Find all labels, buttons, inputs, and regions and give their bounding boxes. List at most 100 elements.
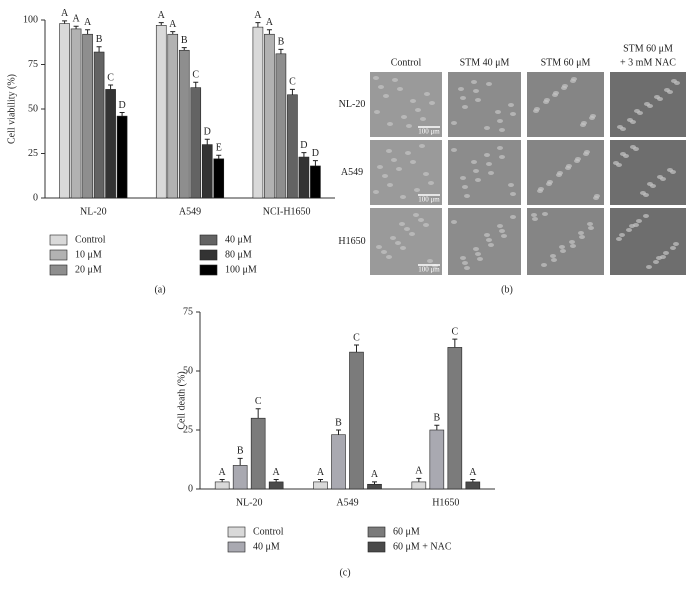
micrograph	[370, 140, 442, 205]
cell	[541, 263, 547, 267]
significance-letter: A	[158, 10, 166, 21]
x-tick-label: NL-20	[236, 497, 263, 508]
cell	[616, 237, 622, 241]
bar	[167, 33, 179, 199]
cell	[616, 163, 622, 167]
y-tick-label: 50	[183, 365, 193, 376]
cell	[620, 127, 626, 131]
significance-letter: A	[84, 17, 92, 28]
cell	[637, 111, 643, 115]
cell	[501, 234, 507, 238]
cell	[531, 213, 537, 217]
bar	[82, 33, 93, 199]
cell	[396, 167, 402, 171]
legend-label: 40 μM	[225, 234, 252, 245]
cell	[643, 193, 649, 197]
cell	[497, 119, 503, 123]
bar	[93, 51, 105, 199]
cell	[626, 228, 632, 232]
legend-swatch	[227, 541, 246, 553]
legend-label: 100 μM	[225, 264, 257, 275]
error-bar	[216, 154, 222, 159]
error-bar	[372, 481, 377, 485]
cell	[423, 223, 429, 227]
cell	[410, 160, 416, 164]
micrograph	[448, 208, 521, 275]
cell	[458, 87, 464, 91]
cell	[583, 152, 589, 156]
cell	[475, 252, 481, 256]
bar	[250, 417, 266, 490]
legend-label: 40 μM	[253, 541, 280, 552]
significance-letter: A	[273, 467, 281, 478]
column-header: STM 40 μM	[460, 57, 510, 68]
cell	[588, 226, 594, 230]
significance-letter: D	[118, 100, 125, 111]
cell	[477, 257, 483, 261]
bar	[70, 28, 82, 199]
scale-bar-label: 100 μm	[418, 128, 440, 136]
panel-label: (c)	[339, 567, 350, 578]
significance-letter: C	[192, 70, 199, 81]
scale-bar-label: 100 μm	[418, 196, 440, 204]
significance-letter: C	[353, 332, 360, 343]
error-bar	[470, 479, 476, 482]
x-tick-label: H1650	[432, 497, 459, 508]
cell	[488, 243, 494, 247]
cell	[537, 189, 543, 193]
error-bar	[289, 88, 295, 95]
cell	[533, 109, 539, 113]
cell	[657, 97, 663, 101]
row-label: NL-20	[339, 99, 366, 110]
error-bar	[181, 47, 187, 51]
cell	[543, 100, 549, 104]
error-bar	[273, 479, 279, 482]
legend-label: 60 μM	[393, 526, 420, 537]
scale-bar-label: 100 μm	[418, 266, 440, 274]
cell	[462, 185, 468, 189]
bar	[331, 434, 346, 490]
error-bar	[255, 22, 261, 28]
legend-label: 10 μM	[75, 249, 102, 260]
micrograph	[370, 72, 442, 137]
micrograph	[527, 72, 604, 137]
cell	[484, 233, 490, 237]
cell	[484, 153, 490, 157]
cell	[484, 126, 490, 130]
cell	[382, 174, 388, 178]
bar	[252, 26, 264, 199]
significance-letter: A	[72, 14, 80, 25]
bar	[264, 33, 275, 199]
bar	[105, 89, 116, 199]
cell	[497, 224, 503, 228]
legend-label: 60 μM + NAC	[393, 541, 452, 552]
cell	[404, 227, 410, 231]
micrograph	[370, 208, 442, 275]
error-bar	[255, 408, 261, 419]
error-bar	[452, 338, 458, 348]
error-bar	[85, 29, 91, 35]
significance-letter: D	[204, 127, 211, 138]
y-tick-label: 75	[28, 59, 38, 70]
column-header: STM 60 μM	[541, 57, 591, 68]
cell	[460, 256, 466, 260]
cell	[587, 222, 593, 226]
cell	[475, 178, 481, 182]
micrograph	[448, 140, 521, 205]
error-bar	[301, 152, 307, 158]
cell	[510, 112, 516, 116]
cell	[653, 260, 659, 264]
cell	[510, 215, 516, 219]
error-bar	[219, 479, 225, 482]
cell	[401, 115, 407, 119]
bar	[411, 481, 427, 490]
cell	[376, 245, 382, 249]
cell	[390, 236, 396, 240]
cell	[593, 196, 599, 200]
legend-swatch	[49, 249, 68, 261]
cell	[532, 217, 538, 221]
cell	[473, 169, 479, 173]
error-bar	[108, 84, 114, 90]
cell	[464, 194, 470, 198]
cell	[623, 154, 629, 158]
